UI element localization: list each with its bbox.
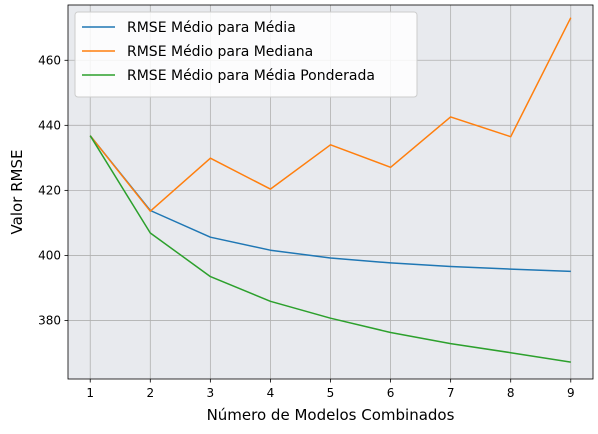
legend-label: RMSE Médio para Mediana bbox=[127, 44, 313, 60]
y-tick-label: 440 bbox=[38, 118, 61, 132]
y-axis-label: Valor RMSE bbox=[8, 150, 26, 235]
y-tick-label: 460 bbox=[38, 53, 61, 67]
legend-box bbox=[74, 11, 418, 98]
x-tick-label: 1 bbox=[86, 386, 94, 400]
legend-label: RMSE Médio para Média bbox=[127, 20, 296, 36]
legend-label: RMSE Médio para Média Ponderada bbox=[127, 68, 375, 84]
x-tick-label: 3 bbox=[207, 386, 215, 400]
x-axis-label: Número de Modelos Combinados bbox=[207, 406, 455, 424]
x-tick-label: 9 bbox=[567, 386, 575, 400]
x-tick-label: 8 bbox=[507, 386, 515, 400]
x-tick-label: 5 bbox=[327, 386, 335, 400]
series-line-2 bbox=[89, 17, 572, 212]
series-line-1 bbox=[89, 135, 571, 273]
series-line-3 bbox=[89, 135, 571, 363]
y-tick-label: 420 bbox=[38, 183, 61, 197]
y-tick-label: 400 bbox=[38, 248, 61, 262]
y-axis-ticks: 380 400 420 440 460 bbox=[38, 53, 68, 327]
x-axis-ticks: 1 2 3 4 5 6 7 8 9 bbox=[86, 379, 575, 400]
legend: RMSE Médio para Média RMSE Médio para Med… bbox=[74, 11, 418, 98]
y-tick-label: 380 bbox=[38, 313, 61, 327]
series-lines bbox=[89, 17, 572, 363]
x-tick-label: 6 bbox=[387, 386, 395, 400]
x-tick-label: 2 bbox=[146, 386, 154, 400]
x-tick-label: 4 bbox=[267, 386, 275, 400]
x-tick-label: 7 bbox=[447, 386, 455, 400]
